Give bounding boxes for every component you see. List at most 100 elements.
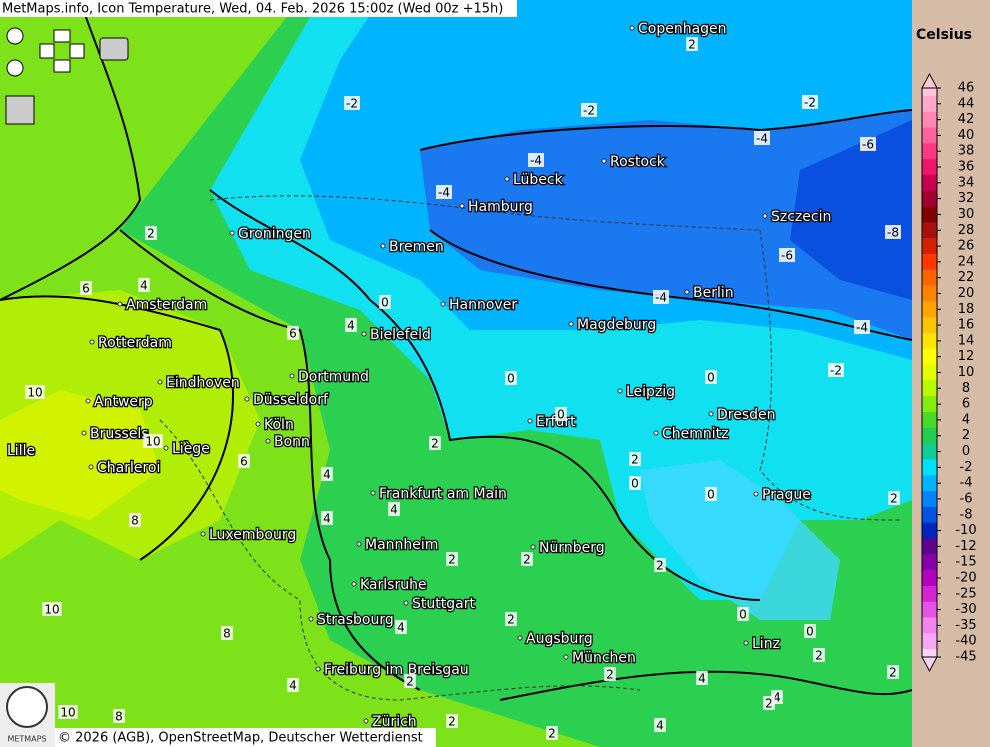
contour-label: 4: [698, 672, 706, 686]
legend-swatch: [922, 491, 937, 508]
toolbar: [5, 27, 129, 125]
contour-label: 0: [631, 477, 639, 491]
legend-label: 12: [958, 349, 975, 364]
city-label[interactable]: Düsseldorf: [252, 391, 330, 410]
city-label[interactable]: Nürnberg: [538, 539, 606, 558]
fullscreen[interactable]: [5, 95, 35, 125]
zoom-out[interactable]: [6, 59, 24, 77]
legend-label: -6: [960, 491, 973, 506]
city-label[interactable]: Groningen: [237, 225, 312, 244]
contour-label-bg: [604, 667, 616, 681]
pan-left[interactable]: [39, 43, 55, 59]
contour-label: -4: [856, 321, 868, 335]
screenshot[interactable]: [99, 37, 129, 61]
legend-swatch: [922, 506, 937, 524]
city-label[interactable]: Freiburg im Breisgau: [323, 661, 470, 680]
pan-down[interactable]: [53, 59, 71, 73]
city-label[interactable]: Luxembourg: [208, 526, 298, 545]
city-label[interactable]: Strasbourg: [316, 611, 395, 630]
city-label[interactable]: Leipzig: [625, 383, 677, 402]
contour-label-bg: [436, 185, 452, 199]
city-label[interactable]: Rotterdam: [97, 334, 173, 353]
city-label[interactable]: Dresden: [716, 406, 777, 425]
contour-label: 4: [323, 468, 331, 482]
city-label[interactable]: Stuttgart: [411, 595, 477, 614]
city-label[interactable]: Karlsruhe: [359, 576, 428, 595]
city-label[interactable]: Lübeck: [512, 171, 565, 190]
legend-swatch: [922, 427, 937, 445]
legend-label: 34: [958, 175, 975, 190]
contour-label-bg: [521, 552, 533, 566]
contour-label: 4: [397, 621, 405, 635]
contour-label-bg: [629, 476, 641, 490]
city-label[interactable]: Chemnitz: [661, 425, 730, 444]
city-label[interactable]: Bonn: [273, 433, 311, 452]
legend-swatch: [922, 633, 937, 650]
contour-label-bg: [804, 624, 816, 638]
contour-label-bg: [763, 696, 775, 710]
city-label[interactable]: Rostock: [609, 153, 667, 172]
city-label[interactable]: Bielefeld: [369, 326, 432, 345]
contour-label: 4: [773, 691, 781, 705]
contour-label-bg: [321, 467, 333, 481]
contour-label: 2: [606, 668, 614, 682]
contour-label-bg: [113, 709, 125, 723]
city-label[interactable]: Mannheim: [364, 536, 440, 555]
city-label[interactable]: Charleroi: [96, 459, 162, 478]
city-label[interactable]: Liège: [171, 440, 211, 459]
legend-swatch: [922, 222, 937, 239]
pan-right[interactable]: [69, 43, 85, 59]
city-label[interactable]: Bremen: [388, 238, 445, 257]
city-dot: [157, 379, 163, 385]
city-label[interactable]: Augsburg: [525, 630, 594, 649]
contour-label-bg: [828, 363, 844, 377]
city-label[interactable]: Prague: [761, 486, 812, 505]
city-label[interactable]: Hannover: [448, 296, 519, 315]
city-label[interactable]: Amsterdam: [125, 296, 209, 315]
city-dot: [229, 230, 235, 236]
city-label[interactable]: Copenhagen: [637, 20, 728, 39]
contour-label: -4: [756, 132, 768, 146]
legend-swatch: [922, 332, 937, 350]
legend-swatch: [922, 159, 937, 176]
contour-label-bg: [737, 607, 749, 621]
city-dot: [762, 213, 768, 219]
city-label[interactable]: Eindhoven: [165, 374, 241, 393]
legend-label: 2: [962, 428, 970, 443]
contour-label-bg: [404, 674, 416, 688]
city-label[interactable]: Linz: [751, 635, 781, 654]
contour-label: 2: [431, 437, 439, 451]
legend-label: 30: [958, 207, 975, 222]
city-label[interactable]: Lille: [6, 442, 37, 461]
pan-up[interactable]: [53, 29, 71, 43]
legend-label: 24: [958, 254, 975, 269]
zoom-in[interactable]: [6, 27, 24, 45]
city-label[interactable]: Hamburg: [467, 198, 534, 217]
contour-label: -2: [804, 96, 816, 110]
city-label[interactable]: Antwerp: [93, 393, 154, 412]
city-label[interactable]: Berlin: [692, 284, 735, 303]
border-line: [209, 195, 761, 231]
contour-label-bg: [321, 511, 333, 525]
city-label[interactable]: Brussels: [89, 425, 150, 444]
legend-label: -20: [955, 570, 976, 585]
legend-label: 10: [958, 365, 975, 380]
city-label[interactable]: München: [571, 649, 637, 668]
city-label[interactable]: Frankfurt am Main: [378, 485, 508, 504]
city-label[interactable]: Magdeburg: [576, 316, 658, 335]
city-label[interactable]: Szczecin: [770, 208, 833, 227]
legend-label: 6: [962, 397, 970, 412]
legend-label: 0: [962, 444, 970, 459]
contour-label-bg: [429, 436, 441, 450]
contour-label: 2: [815, 649, 823, 663]
city-dot: [85, 398, 91, 404]
contour-label-bg: [813, 648, 825, 662]
legend-label: 32: [958, 191, 975, 206]
city-label[interactable]: Köln: [263, 416, 295, 435]
legend-label: 44: [958, 96, 975, 111]
city-label[interactable]: Zürich: [371, 713, 418, 732]
legend-label: 28: [958, 223, 975, 238]
city-label[interactable]: Dortmund: [297, 368, 370, 387]
contour-label-bg: [129, 513, 141, 527]
contour-label: 10: [60, 706, 75, 720]
